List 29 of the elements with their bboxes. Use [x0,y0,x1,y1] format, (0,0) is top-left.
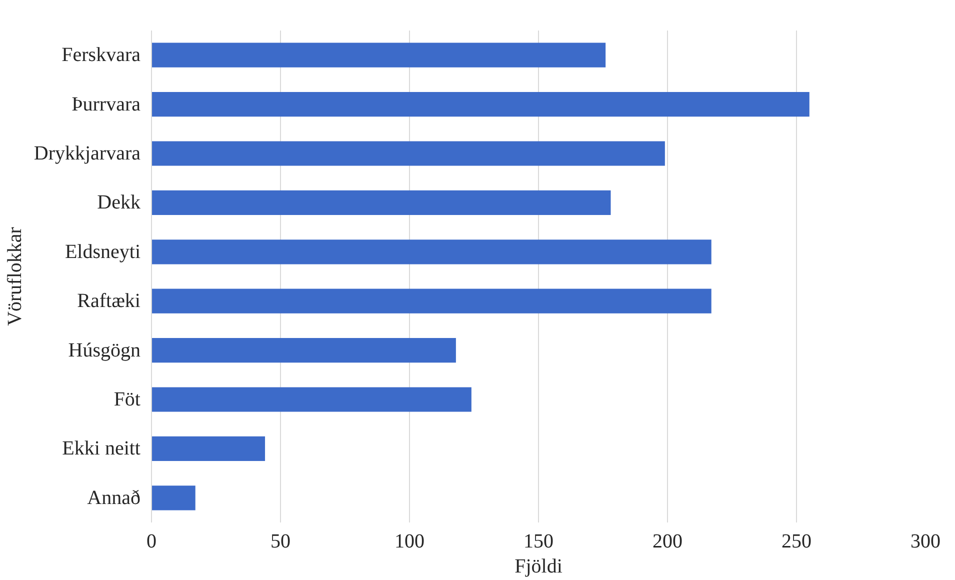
y-axis-title: Vöruflokkar [4,226,26,326]
x-tick-label: 50 [270,530,290,552]
x-tick-label: 100 [394,530,424,552]
x-axis-title: Fjöldi [514,556,563,578]
bar [152,436,266,461]
y-tick-label: Ferskvara [62,44,141,66]
y-tick-label: Föt [114,388,141,410]
y-tick-label: Eldsneyti [64,240,141,263]
y-tick-label: Ekki neitt [62,438,141,460]
y-tick-label: Drykkjarvara [34,142,141,164]
bar [152,141,665,166]
bar [152,288,712,314]
y-tick-label: Annað [87,486,141,509]
x-tick-label: 150 [524,530,554,552]
x-tick-label: 0 [146,530,156,552]
bar [152,387,472,412]
x-tick-label: 200 [652,530,682,552]
bar [152,92,810,117]
bar [152,240,712,264]
bar [152,486,196,510]
bar [152,190,611,215]
y-tick-label: Raftæki [77,290,141,312]
bar [152,42,606,68]
bar [152,338,456,363]
y-tick-label: Húsgögn [68,339,141,362]
x-tick-label: 250 [782,530,812,552]
y-tick-label: Þurrvara [72,93,141,116]
y-tick-label: Dekk [97,192,141,214]
x-tick-label: 300 [910,530,940,552]
